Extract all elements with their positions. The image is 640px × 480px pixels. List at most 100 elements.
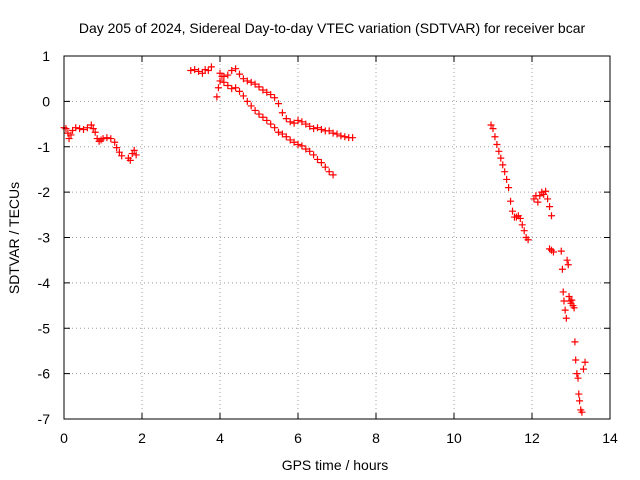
data-point: [207, 63, 215, 71]
series-segment-9: [557, 247, 589, 416]
data-point: [560, 297, 568, 305]
data-point: [282, 133, 290, 141]
series-segment-2: [124, 146, 140, 164]
x-tick-label: 0: [60, 430, 68, 446]
data-point: [337, 132, 345, 140]
data-point: [259, 86, 267, 94]
data-point: [259, 113, 267, 121]
x-tick-label: 6: [294, 430, 302, 446]
data-point: [107, 135, 115, 143]
data-point: [306, 147, 314, 155]
data-point: [302, 120, 310, 128]
data-point: [314, 124, 321, 132]
series-segment-7: [530, 187, 555, 220]
data-point: [349, 134, 357, 142]
data-point: [302, 145, 310, 153]
data-point: [557, 247, 565, 255]
data-point: [294, 140, 302, 148]
data-point: [263, 88, 271, 96]
data-point: [565, 292, 573, 300]
series-segment-1: [60, 121, 126, 160]
data-points: [60, 63, 589, 416]
data-point: [243, 77, 251, 85]
data-point: [195, 67, 203, 75]
data-point: [558, 265, 566, 273]
data-point: [503, 175, 511, 183]
data-point: [239, 75, 247, 83]
chart-title: Day 205 of 2024, Sidereal Day-to-day VTE…: [79, 20, 586, 36]
data-point: [103, 134, 111, 142]
data-point: [65, 135, 73, 143]
data-point: [239, 92, 247, 100]
data-point: [286, 136, 294, 144]
data-point: [247, 78, 255, 86]
data-point: [198, 69, 206, 77]
data-point: [191, 66, 199, 74]
data-point: [570, 304, 578, 312]
data-point: [562, 314, 570, 322]
data-point: [310, 125, 318, 133]
y-tick-label: -5: [38, 320, 51, 336]
data-point: [559, 288, 567, 296]
x-axis: 0 2 4 6 8 10 12 14: [60, 56, 618, 446]
series-segment-6: [487, 121, 532, 244]
data-point: [491, 133, 499, 141]
data-point: [542, 187, 550, 195]
series-segment-3: [187, 63, 215, 77]
x-tick-label: 14: [602, 430, 618, 446]
data-point: [216, 69, 224, 77]
data-point: [544, 195, 552, 203]
series-segment-4: [213, 72, 337, 179]
x-tick-label: 12: [524, 430, 540, 446]
data-point: [290, 138, 298, 146]
data-point: [251, 106, 259, 114]
data-point: [83, 124, 91, 132]
data-point: [290, 119, 298, 127]
data-point: [80, 126, 87, 134]
data-point: [278, 109, 286, 117]
data-point: [228, 67, 236, 75]
data-point: [220, 72, 228, 80]
data-point: [520, 227, 528, 235]
data-point: [317, 159, 325, 167]
y-tick-label: 0: [42, 93, 50, 109]
data-point: [499, 161, 507, 169]
x-axis-label: GPS time / hours: [282, 457, 389, 473]
data-point: [213, 93, 221, 101]
data-point: [132, 151, 140, 159]
data-point: [275, 128, 282, 136]
data-point: [267, 120, 275, 128]
data-point: [516, 214, 524, 222]
data-point: [536, 192, 544, 200]
data-point: [329, 129, 337, 137]
x-tick-label: 8: [372, 430, 380, 446]
data-point: [579, 365, 587, 373]
data-point: [201, 66, 209, 74]
data-point: [278, 130, 286, 138]
data-point: [564, 261, 572, 269]
data-point: [314, 155, 321, 163]
data-point: [89, 125, 97, 133]
x-tick-label: 10: [446, 430, 462, 446]
y-tick-label: -6: [38, 366, 51, 382]
data-point: [113, 144, 121, 152]
data-point: [224, 71, 232, 79]
data-point: [91, 128, 99, 136]
grid-lines: [64, 56, 610, 419]
data-point: [325, 127, 333, 135]
y-axis-label: SDTVAR / TECUs: [6, 182, 22, 294]
data-point: [216, 77, 224, 85]
data-point: [575, 390, 583, 398]
data-point: [572, 356, 580, 364]
data-point: [130, 146, 138, 154]
y-tick-label: 1: [42, 48, 50, 64]
data-point: [255, 110, 263, 118]
data-point: [204, 67, 212, 75]
data-point: [255, 83, 263, 91]
data-point: [298, 142, 306, 150]
data-point: [548, 212, 555, 220]
data-point: [568, 296, 576, 304]
data-point: [247, 102, 255, 110]
data-point: [220, 78, 228, 86]
data-point: [263, 116, 271, 124]
